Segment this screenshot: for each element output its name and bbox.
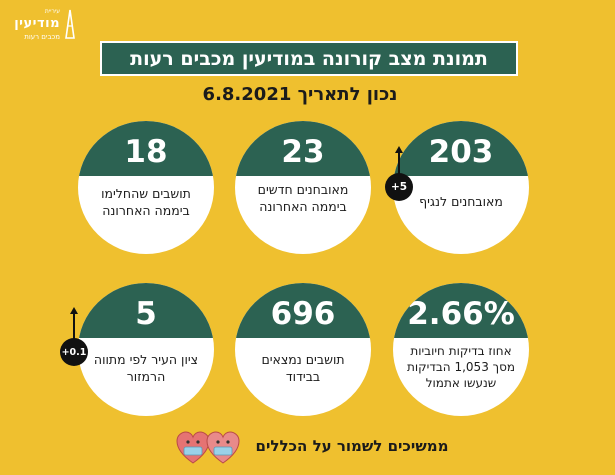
stat-value: 696: [270, 295, 336, 332]
page-title: תמונת מצב קורונה במודיעין מכבים רעות: [100, 41, 518, 76]
stat-value: 23: [281, 133, 325, 170]
card-header: [78, 121, 214, 176]
stat-card-isolation: 696 תושבים נמצאים בבידוד: [235, 283, 371, 416]
footer-message: ממשיכים לשמור על הכללים: [255, 437, 449, 455]
card-header: [235, 121, 371, 176]
stat-label: מאובחנים חדשים ביממה האחרונה: [257, 182, 349, 214]
stat-card-positive-rate: 2.66% אחוז בדיקות חיוביות מסך 1,053 הבדי…: [393, 283, 529, 416]
city-emblem-icon: [65, 9, 75, 39]
change-badge-score: +0.1: [60, 338, 88, 366]
stat-label: אחוז בדיקות חיוביות מסך 1,053 הבדיקות שנ…: [406, 344, 516, 390]
stat-card-traffic-light-score: 5 ציון העיר לפי מתווה הרמזור: [78, 283, 214, 416]
stat-value: 18: [124, 133, 168, 170]
stat-value: 203: [428, 133, 494, 170]
date-line: נכון לתאריך 6.8.2021: [202, 84, 398, 105]
card-header: [393, 121, 529, 176]
masked-hearts-icon: [176, 431, 240, 464]
stat-value: 5: [135, 295, 157, 332]
stat-value: 2.66%: [407, 295, 515, 332]
logo-prefix: עיריית: [44, 8, 60, 15]
city-logo: עיריית מודיעין מכבים רעות: [8, 6, 78, 46]
arrow-stem: [73, 313, 75, 361]
change-badge-diagnosed: +5: [385, 173, 413, 201]
stat-card-new-diagnosed: 23 מאובחנים חדשים ביממה האחרונה: [235, 121, 371, 254]
card-header: [235, 283, 371, 338]
stat-card-recovered: 18 תושבים שהחלימו ביממה האחרונה: [78, 121, 214, 254]
stat-label: תושבים נמצאים בבידוד: [261, 352, 345, 384]
card-header: [78, 283, 214, 338]
stat-card-total-diagnosed: 203 מאובחנים לנגיף: [393, 121, 529, 254]
up-arrow-icon: [395, 146, 403, 153]
stat-label: תושבים שהחלימו ביממה האחרונה: [101, 186, 191, 218]
logo-city-subtitle: מכבים רעות: [24, 33, 60, 41]
stat-label: מאובחנים לנגיף: [419, 194, 503, 209]
card-header: [393, 283, 529, 338]
up-arrow-icon: [70, 307, 78, 314]
logo-city-name: מודיעין: [14, 16, 60, 31]
stat-label: ציון העיר לפי מתווה הרמזור: [93, 352, 199, 384]
